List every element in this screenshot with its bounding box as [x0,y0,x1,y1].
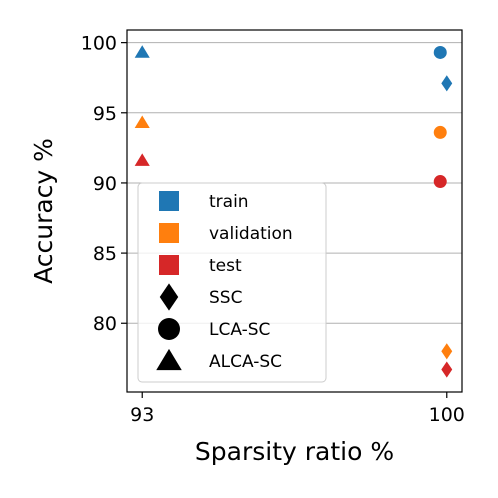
legend-entry: LCA-SC [158,318,270,340]
legend-label: test [209,256,242,276]
legend-label: SSC [209,288,242,308]
y-tick-label: 90 [93,173,117,195]
axis-ticks: 80 85 90 95 100 93 100 [81,33,465,426]
legend-marker-square [159,255,179,275]
y-tick-label: 95 [93,103,117,125]
data-point-lca-sc-validation [433,125,447,139]
legend-entry: train [159,191,249,212]
data-point-ssc-validation [441,343,453,360]
legend-marker-circle [158,318,180,340]
data-point-alca-sc-test [134,153,150,166]
data-point-alca-sc-validation [134,115,150,128]
legend-entry: SSC [159,283,242,311]
data-points [134,45,453,378]
data-point-ssc-test [441,361,453,378]
legend-marker-square [159,223,179,243]
y-axis-label: Accuracy % [29,138,58,284]
data-point-ssc-train [441,75,453,92]
legend-label: LCA-SC [209,320,270,340]
data-point-lca-sc-train [433,45,447,59]
y-tick-label: 100 [81,33,117,55]
x-tick-label: 93 [130,404,154,426]
legend-marker-triangle [156,348,182,371]
plot-area [126,29,463,393]
legend-frame [137,182,327,383]
x-axis-label: Sparsity ratio % [195,437,394,466]
legend-label: validation [209,224,293,244]
legend-label: ALCA-SC [209,352,282,372]
legend-marker-square [159,191,179,211]
legend-entry: ALCA-SC [156,348,282,372]
legend: train validation test SSC LCA-SC ALCA-SC [137,182,327,383]
x-tick-label: 100 [429,404,465,426]
legend-entry: validation [159,223,293,244]
legend-entry: test [159,255,242,276]
legend-label: train [209,192,249,212]
legend-marker-diamond [159,283,179,311]
data-point-alca-sc-train [134,45,150,58]
y-tick-label: 80 [93,313,117,335]
y-tick-label: 85 [93,243,117,265]
data-point-lca-sc-test [433,175,447,189]
